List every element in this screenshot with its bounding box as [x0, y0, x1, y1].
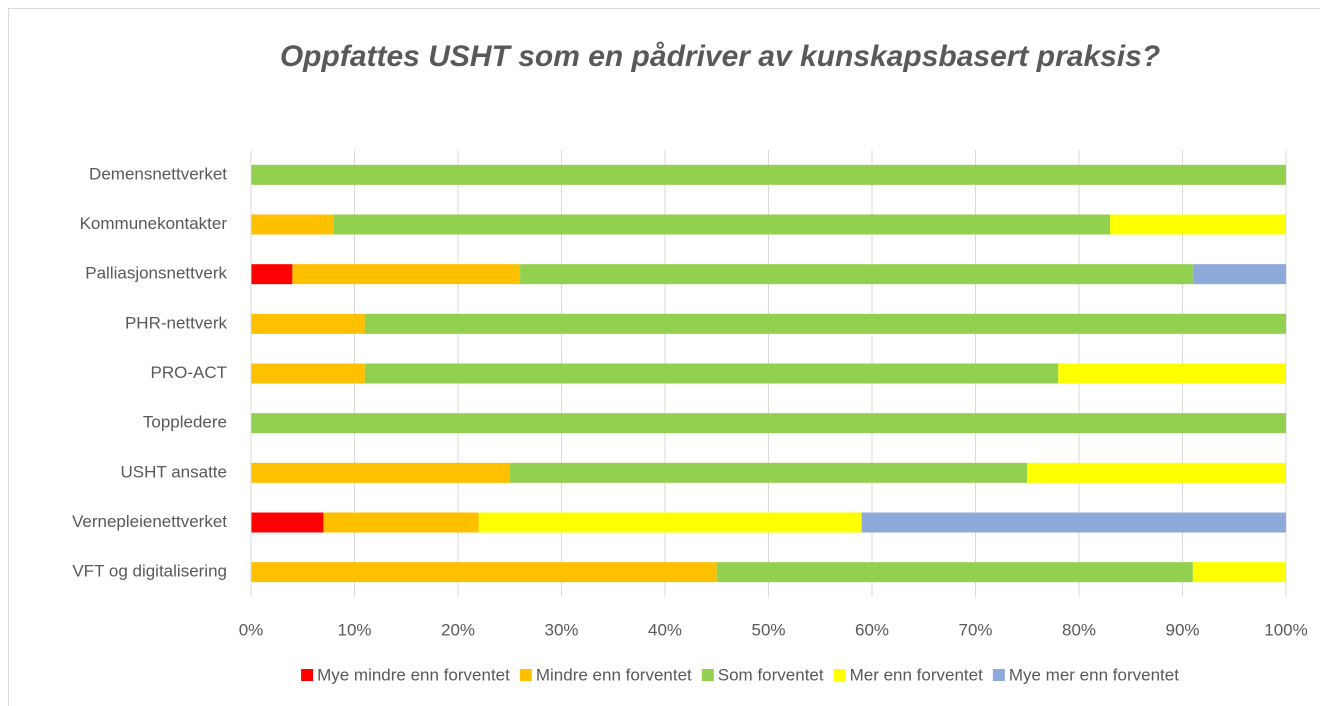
bar-segment — [251, 363, 365, 384]
bar-segment — [333, 214, 1111, 235]
bar-segment — [251, 264, 293, 285]
bar-segment — [364, 363, 1059, 384]
x-tick-label: 30% — [544, 620, 578, 639]
x-tick-label: 80% — [1062, 620, 1096, 639]
legend-label: Mindre enn forventet — [536, 665, 692, 684]
bar-segment — [251, 562, 717, 583]
legend-label: Som forventet — [718, 665, 824, 684]
x-tick-label: 70% — [958, 620, 992, 639]
bar-segment — [251, 413, 1286, 434]
y-tick-label: Kommunekontakter — [80, 214, 228, 233]
bar-segment — [251, 164, 1286, 185]
y-tick-label: Toppledere — [143, 413, 227, 432]
bar-segment — [251, 462, 510, 483]
bar-segment — [520, 264, 1193, 285]
bar-segment — [509, 462, 1028, 483]
y-tick-label: PHR-nettverk — [125, 313, 228, 332]
legend-swatch — [701, 669, 714, 681]
legend-label: Mer enn forventet — [850, 665, 984, 684]
x-tick-label: 90% — [1165, 620, 1199, 639]
x-tick-label: 40% — [648, 620, 682, 639]
legend-swatch — [301, 669, 314, 681]
bar-segment — [292, 264, 521, 285]
bar-segment — [1027, 462, 1286, 483]
x-tick-label: 50% — [751, 620, 785, 639]
legend-swatch — [833, 669, 846, 681]
bar-segment — [323, 512, 479, 533]
bar-segment — [861, 512, 1286, 533]
legend-swatch — [992, 669, 1005, 681]
bar-segment — [716, 562, 1193, 583]
y-tick-label: Demensnettverket — [89, 164, 227, 183]
bar-segment — [1192, 264, 1286, 285]
x-tick-label: 100% — [1264, 620, 1307, 639]
x-tick-label: 10% — [337, 620, 371, 639]
bar-segment — [251, 313, 365, 334]
y-tick-label: USHT ansatte — [121, 462, 227, 481]
bar-segment — [251, 512, 324, 533]
x-tick-label: 0% — [239, 620, 264, 639]
bar-segment — [251, 214, 334, 235]
chart-title: Oppfattes USHT som en pådriver av kunska… — [280, 40, 1160, 73]
legend-label: Mye mindre enn forventet — [317, 665, 510, 684]
chart-border — [8, 8, 1320, 706]
x-tick-label: 60% — [855, 620, 889, 639]
x-tick-label: 20% — [441, 620, 475, 639]
y-tick-label: VFT og digitalisering — [72, 562, 227, 581]
legend-swatch — [519, 669, 532, 681]
y-tick-label: PRO-ACT — [151, 363, 228, 382]
bar-segment — [478, 512, 862, 533]
y-tick-label: Vernepleienettverket — [72, 512, 227, 531]
legend-label: Mye mer enn forventet — [1009, 665, 1179, 684]
bar-segment — [1110, 214, 1286, 235]
y-tick-label: Palliasjonsnettverk — [85, 264, 227, 283]
bar-segment — [1058, 363, 1286, 384]
bar-segment — [364, 313, 1287, 334]
bar-segment — [1192, 562, 1286, 583]
